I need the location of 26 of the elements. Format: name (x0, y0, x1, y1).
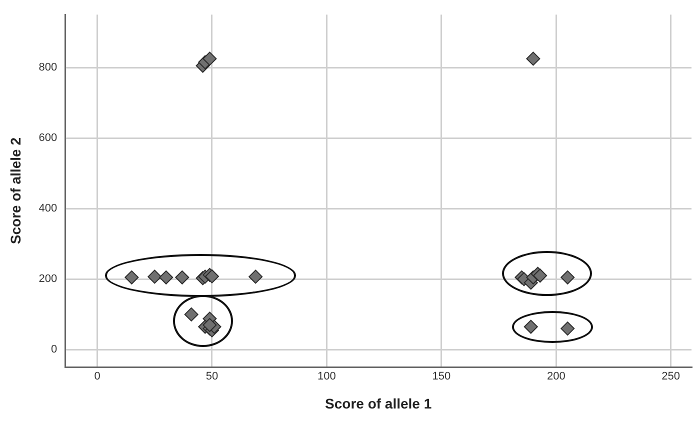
y-tick-label: 600 (38, 132, 58, 144)
point (184, 307, 198, 322)
y-tick-label: 400 (38, 202, 58, 215)
point (560, 322, 575, 336)
y-tick-label: 800 (38, 62, 58, 74)
x-axis-title: Score of allele 1 (325, 395, 432, 412)
y-tick-label: 0 (51, 344, 58, 356)
point (202, 318, 217, 332)
point (202, 52, 217, 66)
point (159, 270, 174, 284)
y-axis-title: Score of allele 2 (7, 137, 24, 244)
point (533, 268, 548, 283)
x-tick-label: 150 (432, 370, 451, 383)
point (526, 52, 540, 66)
point (560, 270, 575, 284)
x-tick-label: 0 (94, 370, 100, 383)
x-tick-label: 100 (318, 370, 336, 383)
point (175, 270, 190, 284)
x-tick-label: 200 (546, 370, 566, 383)
x-tick-label: 50 (206, 370, 218, 383)
point (148, 270, 162, 284)
x-tick-label: 250 (662, 370, 680, 383)
point (248, 270, 263, 284)
point (124, 270, 139, 284)
point (524, 320, 538, 334)
y-tick-label: 200 (38, 273, 58, 286)
